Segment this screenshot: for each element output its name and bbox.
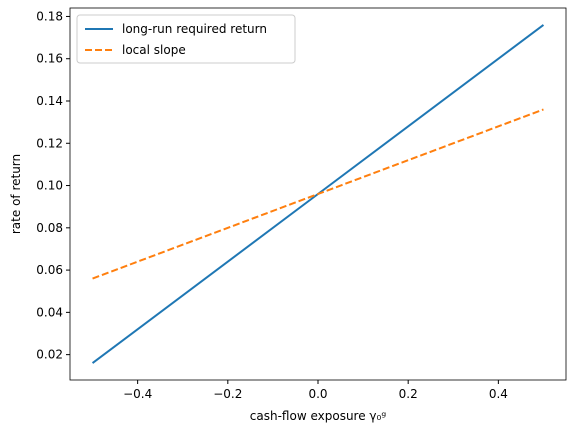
y-tick-label: 0.16	[36, 52, 63, 66]
y-tick-label: 0.08	[36, 221, 63, 235]
x-tick-label: 0.4	[489, 387, 508, 401]
plot-frame	[69, 7, 567, 381]
y-tick-label: 0.12	[36, 136, 63, 150]
y-tick-label: 0.04	[36, 305, 63, 319]
series-line	[92, 108, 544, 280]
y-tick-label: 0.14	[36, 94, 63, 108]
legend-box	[76, 14, 296, 64]
legend-label: long-run required return	[122, 22, 267, 36]
x-axis-label: cash-flow exposure γ₀ᵍ	[250, 409, 387, 423]
x-tick-label: 0.2	[399, 387, 418, 401]
y-tick-label: 0.02	[36, 348, 63, 362]
x-tick-label: 0.0	[308, 387, 327, 401]
y-tick-label: 0.06	[36, 263, 63, 277]
legend-label: local slope	[122, 43, 186, 57]
y-tick-label: 0.18	[36, 9, 63, 23]
y-tick-label: 0.10	[36, 179, 63, 193]
x-tick-label: −0.2	[213, 387, 242, 401]
y-axis-label: rate of return	[9, 154, 23, 234]
x-tick-label: −0.4	[123, 387, 152, 401]
